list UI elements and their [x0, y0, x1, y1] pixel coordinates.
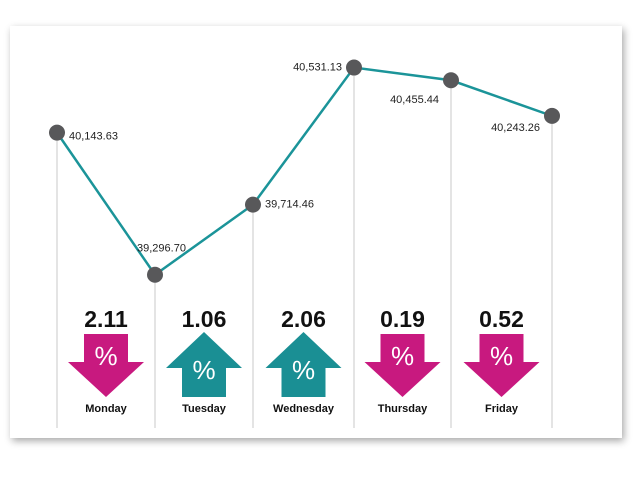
point	[544, 107, 560, 124]
arrow-down	[68, 334, 144, 397]
value-label: 40,243.26	[491, 122, 540, 134]
point	[346, 59, 362, 76]
day-label: Monday	[85, 403, 127, 415]
percent-sign: %	[292, 355, 315, 385]
arrow-down	[364, 334, 441, 397]
value-label: 40,143.63	[69, 131, 118, 143]
day-label: Tuesday	[182, 403, 227, 415]
line	[55, 66, 553, 277]
value-label: 39,714.46	[265, 199, 314, 211]
point	[443, 72, 459, 89]
change-value: 0.19	[380, 306, 425, 332]
point	[147, 266, 163, 283]
arrow-up	[166, 332, 242, 397]
change-value: 1.06	[182, 306, 227, 332]
change-value: 0.52	[479, 306, 524, 332]
plot: 40,143.63 39,296.70 39,714.46 40,531.13 40,4…	[49, 59, 560, 428]
percent-sign: %	[391, 341, 414, 371]
day-label: Wednesday	[273, 403, 335, 415]
change-value: 2.11	[84, 306, 128, 332]
value-label: 40,531.13	[293, 61, 342, 73]
arrow-up	[265, 332, 342, 397]
value-label: 40,455.44	[390, 94, 439, 106]
percent-sign: %	[192, 355, 215, 385]
point	[49, 124, 65, 141]
value-label: 39,296.70	[137, 243, 186, 255]
day-label: Friday	[485, 403, 519, 415]
day-label: Thursday	[378, 403, 428, 415]
change-value: 2.06	[281, 306, 326, 332]
arrow-down	[463, 334, 540, 397]
point	[245, 196, 261, 213]
percent-sign: %	[490, 341, 513, 371]
percent-sign: %	[94, 341, 117, 371]
